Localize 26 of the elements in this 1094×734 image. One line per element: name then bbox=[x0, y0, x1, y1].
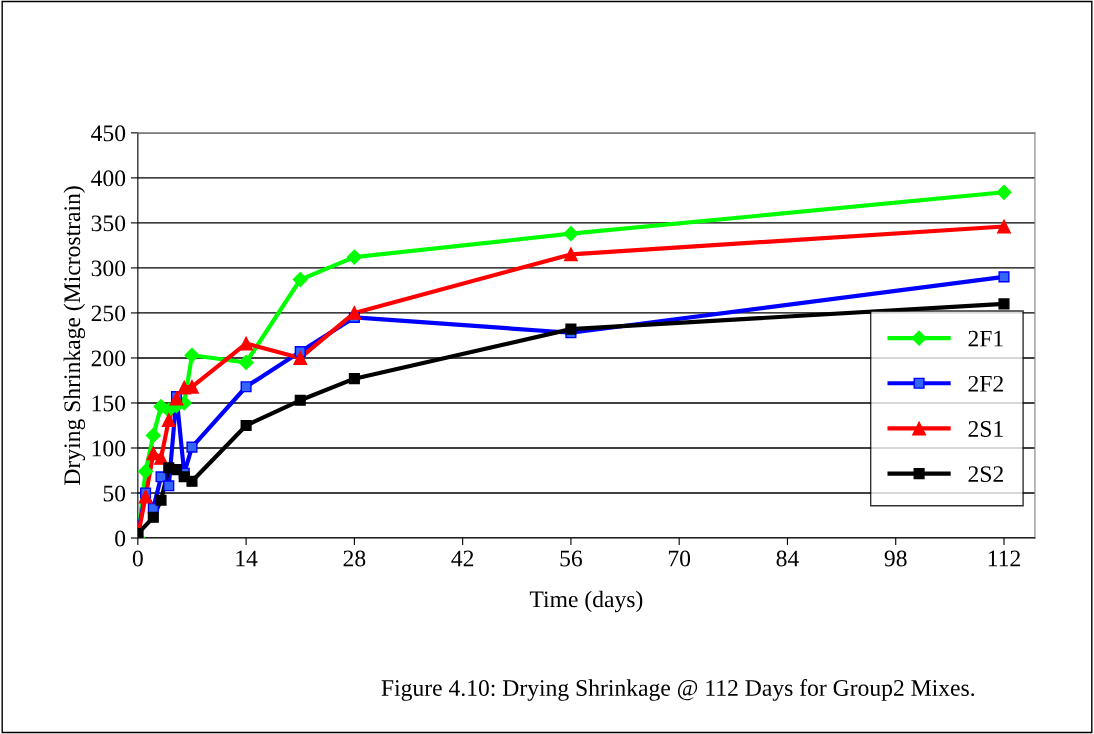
y-tick-label: 200 bbox=[91, 350, 126, 367]
x-tick-label: 84 bbox=[776, 550, 799, 567]
y-tick-label: 150 bbox=[92, 395, 126, 412]
x-tick-label: 28 bbox=[343, 550, 366, 567]
x-tick-label: 98 bbox=[884, 550, 907, 567]
x-axis-title: Time (days) bbox=[529, 590, 643, 613]
x-tick-label: 14 bbox=[236, 550, 258, 567]
x-tick-label: 56 bbox=[560, 550, 583, 567]
y-tick-label: 50 bbox=[103, 485, 126, 502]
y-axis-title: Drying Shrinkage (Microstrain) bbox=[63, 186, 86, 485]
x-tick-label: 112 bbox=[988, 550, 1020, 567]
y-tick-label: 350 bbox=[91, 215, 126, 232]
legend-label: 2F2 bbox=[968, 375, 1003, 392]
x-tick-label: 70 bbox=[668, 550, 691, 567]
caption: Figure 4.10: Drying Shrinkage @ 112 Days for Group2 Mixes. bbox=[381, 679, 975, 701]
y-tick-label: 250 bbox=[91, 305, 126, 322]
legend-label: 2S1 bbox=[968, 421, 1003, 437]
x-tick-label: 42 bbox=[451, 550, 474, 567]
y-tick-label: 100 bbox=[92, 440, 126, 457]
legend-label: 2F1 bbox=[968, 330, 1003, 347]
y-tick-label: 450 bbox=[91, 125, 126, 142]
y-tick-label: 400 bbox=[91, 170, 126, 187]
y-tick-label: 300 bbox=[91, 260, 126, 277]
x-tick-label: 0 bbox=[132, 550, 143, 567]
y-tick-label: 0 bbox=[115, 530, 126, 547]
legend-label: 2S2 bbox=[968, 466, 1003, 483]
